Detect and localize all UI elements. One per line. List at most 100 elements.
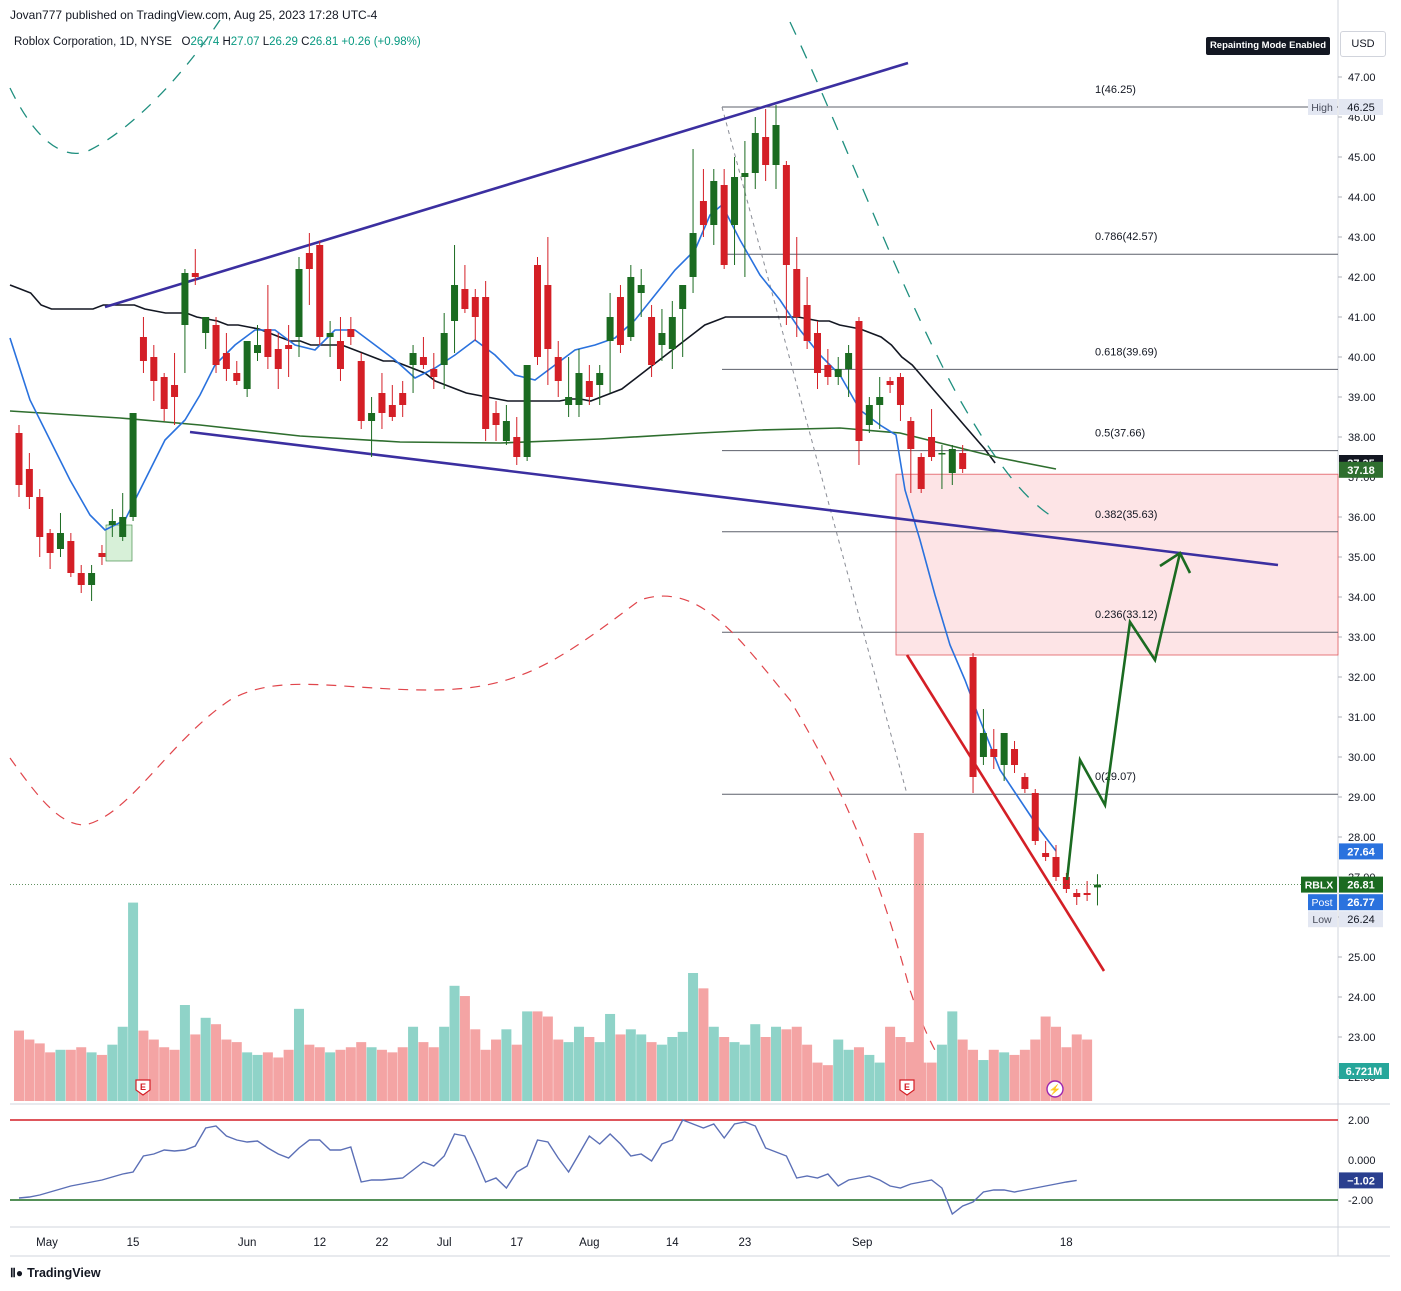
volume-bar xyxy=(24,1039,35,1101)
volume-bar xyxy=(885,1026,896,1101)
volume-bar xyxy=(584,1037,595,1101)
candle-body xyxy=(845,353,853,369)
candle-body xyxy=(596,373,604,385)
volume-bar xyxy=(771,1026,782,1101)
volume-bar xyxy=(719,1037,730,1101)
fib-label: 0.5(37.66) xyxy=(1095,428,1145,440)
volume-bar xyxy=(34,1043,45,1101)
candle-body xyxy=(264,329,272,357)
volume-bar xyxy=(822,1065,833,1101)
volume-bar xyxy=(646,1042,657,1101)
candle-body xyxy=(1021,777,1029,789)
candle-body xyxy=(679,285,687,309)
candle-body xyxy=(627,277,635,337)
y-tick-label: 23.00 xyxy=(1348,1032,1376,1044)
candle-body xyxy=(554,357,562,381)
y-tick-label: 47.00 xyxy=(1348,72,1376,84)
candle-body xyxy=(710,181,718,225)
candle-body xyxy=(191,273,199,277)
candle-body xyxy=(347,329,355,337)
y-tick-label: 31.00 xyxy=(1348,712,1376,724)
volume-bar xyxy=(947,1011,958,1101)
candle-body xyxy=(855,321,863,441)
volume-bar-spike xyxy=(913,833,924,1101)
volume-bar xyxy=(1082,1039,1093,1101)
candle-body xyxy=(865,405,873,425)
volume-bar xyxy=(179,1005,190,1101)
low-price-tag: Low xyxy=(1312,914,1332,926)
volume-bar xyxy=(957,1039,968,1101)
x-tick-label: 23 xyxy=(739,1237,752,1249)
candle-body xyxy=(482,297,490,429)
tradingview-logo[interactable]: Ⅱ● TradingView xyxy=(10,1266,101,1280)
volume-bar xyxy=(667,1037,678,1101)
candle-body xyxy=(1062,877,1070,889)
volume-bar xyxy=(262,1052,273,1101)
y-tick-label: 33.00 xyxy=(1348,632,1376,644)
candle-body xyxy=(803,305,811,341)
volume-bar xyxy=(55,1049,66,1101)
volume-bar xyxy=(874,1062,885,1101)
volume-bar xyxy=(542,1016,553,1101)
volume-bar xyxy=(895,1037,906,1101)
candle-body xyxy=(731,177,739,225)
volume-bar xyxy=(729,1042,740,1101)
candle-body xyxy=(1052,857,1060,877)
post-price-tag-bg xyxy=(1308,894,1337,911)
fib-label: 0(29.07) xyxy=(1095,771,1136,783)
candle-body xyxy=(575,373,583,405)
publisher-line: Jovan777 published on TradingView.com, A… xyxy=(10,8,378,22)
candle-body xyxy=(139,337,147,361)
volume-bar xyxy=(812,1062,823,1101)
x-tick-label: May xyxy=(36,1237,58,1249)
volume-bar xyxy=(491,1039,502,1101)
x-tick-label: Jul xyxy=(437,1237,452,1249)
candle-body xyxy=(606,317,614,341)
volume-bar xyxy=(169,1049,180,1101)
volume-bar xyxy=(688,973,699,1101)
candle-body xyxy=(36,497,44,537)
y-tick-label: 29.00 xyxy=(1348,792,1376,804)
symbol-legend: Roblox Corporation, 1D, NYSE O26.74 H27.… xyxy=(14,36,421,48)
candle-body xyxy=(876,397,884,405)
repainting-badge[interactable]: Repainting Mode Enabled xyxy=(1206,37,1330,55)
post-price-value: 26.77 xyxy=(1347,897,1375,909)
candle-body xyxy=(25,469,33,497)
x-tick-label: 17 xyxy=(510,1237,523,1249)
volume-bar xyxy=(905,1042,916,1101)
candle-body xyxy=(285,345,293,349)
high-price-value: 46.25 xyxy=(1347,102,1375,114)
candle-body xyxy=(959,453,967,469)
candle-body xyxy=(637,285,645,293)
candle-body xyxy=(1083,893,1091,895)
candle-body xyxy=(88,573,96,585)
volume-bar xyxy=(242,1052,253,1101)
currency-button[interactable]: USD xyxy=(1340,31,1386,57)
y-tick-label: 42.00 xyxy=(1348,272,1376,284)
price-label: 27.64 xyxy=(1347,846,1375,858)
high-price-tag: High xyxy=(1311,102,1333,114)
candle-body xyxy=(917,457,925,489)
volume-bar xyxy=(573,1026,584,1101)
candle-body xyxy=(896,377,904,405)
volume-bar xyxy=(522,1011,533,1101)
volume-bar xyxy=(677,1031,688,1101)
candle-body xyxy=(782,165,790,265)
low-label: L xyxy=(262,36,270,48)
volume-bar xyxy=(231,1042,242,1101)
volume-bar xyxy=(1051,1026,1061,1101)
last-price-tag-bg xyxy=(1301,876,1337,893)
volume-bar xyxy=(376,1049,387,1101)
volume-bar xyxy=(750,1024,761,1101)
candle-body xyxy=(938,453,946,455)
candle-body xyxy=(513,437,521,457)
volume-label: 6.721M xyxy=(1346,1066,1383,1078)
candle-body xyxy=(689,233,697,277)
candle-body xyxy=(316,245,324,337)
post-price-tag: Post xyxy=(1311,897,1332,909)
candle-body xyxy=(834,369,842,377)
tradingview-brand: TradingView xyxy=(27,1266,101,1280)
sma-black-line xyxy=(9,284,996,464)
candle-body xyxy=(1000,733,1008,765)
